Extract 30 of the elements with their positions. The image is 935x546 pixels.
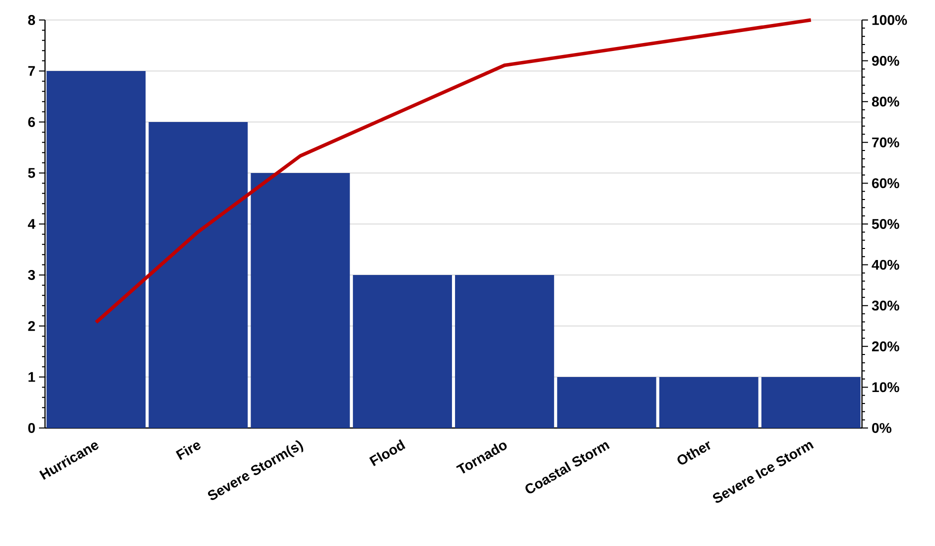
y2-tick-label: 50% bbox=[872, 219, 900, 229]
y-tick-label: 6 bbox=[28, 117, 35, 127]
y2-tick-label: 10% bbox=[872, 382, 900, 392]
y2-tick-label: 0% bbox=[872, 423, 892, 433]
y-tick-label: 1 bbox=[28, 372, 36, 382]
y2-tick-label: 40% bbox=[872, 260, 900, 270]
y-tick-label: 0 bbox=[28, 423, 35, 433]
bar bbox=[557, 376, 656, 428]
y-tick-label: 5 bbox=[28, 168, 36, 178]
bar bbox=[352, 274, 452, 428]
y2-tick-label: 90% bbox=[872, 56, 900, 66]
y-tick-label: 8 bbox=[28, 15, 36, 25]
bar bbox=[250, 172, 350, 428]
y-tick-label: 7 bbox=[28, 66, 35, 76]
y2-tick-label: 30% bbox=[872, 300, 900, 311]
bar bbox=[659, 376, 758, 428]
bar bbox=[148, 122, 248, 428]
bar bbox=[46, 71, 146, 428]
y2-tick-label: 60% bbox=[872, 178, 900, 188]
bar bbox=[455, 274, 554, 428]
x-tick-label: Fire bbox=[176, 442, 201, 460]
x-tick-label: Other bbox=[677, 441, 710, 464]
y2-tick-label: 100% bbox=[872, 15, 907, 25]
y2-tick-label: 80% bbox=[872, 96, 900, 107]
y2-tick-label: 20% bbox=[872, 341, 900, 352]
y-tick-label: 3 bbox=[28, 270, 35, 280]
y2-tick-label: 70% bbox=[872, 137, 900, 148]
y-tick-label: 2 bbox=[28, 321, 35, 331]
y-tick-label: 4 bbox=[28, 219, 36, 229]
bar bbox=[761, 376, 860, 428]
